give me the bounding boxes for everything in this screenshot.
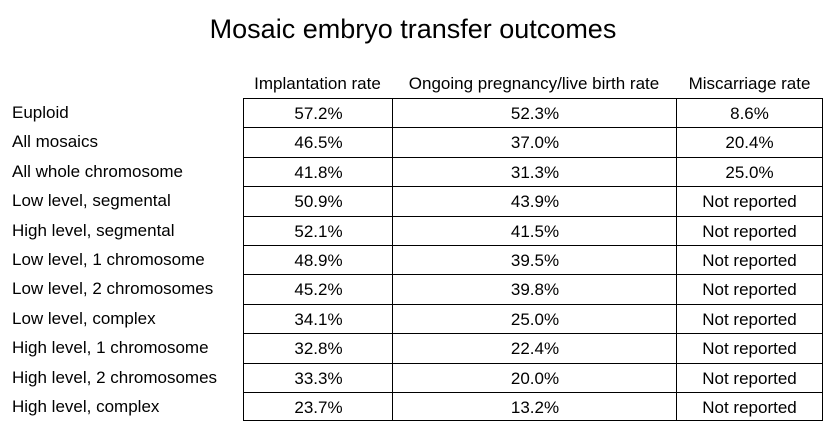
row-label: Low level, 1 chromosome xyxy=(12,250,205,269)
table-cell: Not reported xyxy=(676,186,823,217)
row-label: High level, 2 chromosomes xyxy=(12,367,218,387)
table-cell: 8.6% xyxy=(676,98,823,129)
table-cell: Not reported xyxy=(676,362,823,393)
table-cell: 52.1% xyxy=(243,215,393,246)
table-cell: 37.0% xyxy=(392,127,677,158)
table-cell: 46.5% xyxy=(243,127,393,158)
table-cell: 39.5% xyxy=(392,245,677,276)
table-cell: Not reported xyxy=(676,274,823,305)
table-cell: 25.0% xyxy=(676,156,823,188)
table-cell: 23.7% xyxy=(243,392,393,422)
column-header: Ongoing pregnancy/live birth rate xyxy=(408,74,660,93)
table-cell: 57.2% xyxy=(243,98,393,129)
table-cell: 31.3% xyxy=(392,156,677,188)
table-cell: 48.9% xyxy=(243,245,393,276)
row-label: High level, segmental xyxy=(12,220,175,240)
table-cell: 22.4% xyxy=(392,333,677,364)
row-label: High level, 1 chromosome xyxy=(12,338,209,358)
table-cell: 43.9% xyxy=(392,186,677,217)
row-label: Euploid xyxy=(12,103,69,122)
column-header: Miscarriage rate xyxy=(688,74,811,93)
table-cell: 41.8% xyxy=(243,156,393,188)
column-header: Implantation rate xyxy=(254,74,381,93)
row-label: All mosaics xyxy=(12,132,98,152)
table-cell: 25.0% xyxy=(392,303,677,335)
table-cell: 34.1% xyxy=(243,303,393,335)
table-cell: 32.8% xyxy=(243,333,393,364)
table-cell: Not reported xyxy=(676,245,823,276)
table-cell: 13.2% xyxy=(392,392,677,422)
table-cell: 33.3% xyxy=(243,362,393,393)
table-cell: 41.5% xyxy=(392,215,677,246)
row-label: Low level, complex xyxy=(12,308,156,328)
table-cell: 52.3% xyxy=(392,98,677,129)
table-cell: 20.0% xyxy=(392,362,677,393)
data-grid: 57.2% 52.3% 8.6% 46.5% 37.0% 20.4% 41.8% 31.3% 2… xyxy=(243,98,823,422)
table-cell: 50.9% xyxy=(243,186,393,217)
table-cell: Not reported xyxy=(676,215,823,246)
row-label: Low level, 2 chromosomes xyxy=(12,279,214,299)
row-label: Low level, segmental xyxy=(12,191,171,211)
table-cell: 39.8% xyxy=(392,274,677,305)
table-cell: Not reported xyxy=(676,333,823,364)
table-cell: Not reported xyxy=(676,303,823,335)
table-cell: 20.4% xyxy=(676,127,823,158)
table-cell: 45.2% xyxy=(243,274,393,305)
table-cell: Not reported xyxy=(676,392,823,422)
row-label: High level, complex xyxy=(12,397,160,416)
row-label: All whole chromosome xyxy=(12,161,184,181)
table-title: Mosaic embryo transfer outcomes xyxy=(209,14,617,44)
